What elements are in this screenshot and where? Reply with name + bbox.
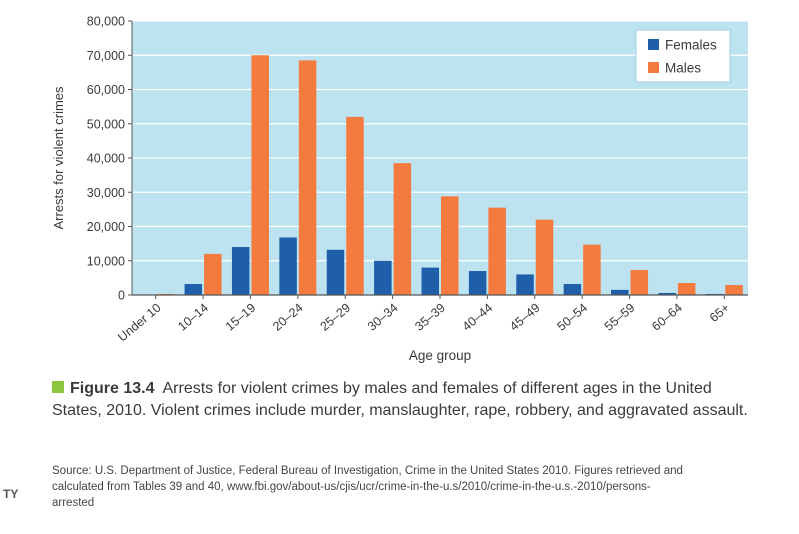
bar-males bbox=[677, 283, 696, 295]
bar-females bbox=[231, 247, 250, 295]
bar-females bbox=[516, 274, 534, 295]
bar-males bbox=[393, 163, 412, 295]
bar-males bbox=[630, 269, 649, 295]
x-tick-label: Under 10 bbox=[115, 301, 163, 345]
x-tick-label: 30–34 bbox=[365, 301, 401, 334]
bar-females bbox=[468, 271, 487, 295]
x-tick-label: 15–19 bbox=[223, 301, 259, 334]
y-tick-label: 40,000 bbox=[87, 152, 125, 166]
bar-females bbox=[326, 249, 345, 295]
legend-swatch-males bbox=[648, 62, 659, 73]
bar-females bbox=[279, 237, 297, 295]
x-tick-label: 40–44 bbox=[460, 301, 496, 334]
bar-females bbox=[374, 260, 392, 295]
bar-females bbox=[658, 292, 676, 295]
y-tick-label: 60,000 bbox=[87, 83, 125, 97]
bar-males bbox=[725, 285, 743, 295]
x-tick-label: 55–59 bbox=[602, 301, 638, 334]
legend-label-females: Females bbox=[665, 38, 717, 53]
x-tick-label: 65+ bbox=[707, 301, 732, 325]
figure-label: Figure 13.4 bbox=[70, 380, 155, 397]
y-tick-label: 0 bbox=[118, 289, 125, 303]
x-axis-title: Age group bbox=[409, 348, 471, 363]
x-tick-label: 50–54 bbox=[554, 301, 590, 334]
y-tick-label: 10,000 bbox=[87, 254, 125, 268]
figure-caption: Figure 13.4 Arrests for violent crimes b… bbox=[52, 378, 752, 422]
legend-label-males: Males bbox=[665, 61, 701, 76]
x-tick-label: 25–29 bbox=[318, 301, 354, 334]
bar-males bbox=[346, 116, 364, 296]
y-axis-title: Arrests for violent crimes bbox=[51, 86, 66, 230]
caption-text: Arrests for violent crimes by males and … bbox=[52, 380, 748, 419]
x-tick-label: 45–49 bbox=[507, 301, 543, 334]
bar-females bbox=[563, 284, 582, 295]
source-note: Source: U.S. Department of Justice, Fede… bbox=[52, 465, 683, 509]
bar-males bbox=[441, 196, 459, 295]
x-tick-label: 60–64 bbox=[649, 301, 685, 334]
legend-box bbox=[635, 29, 731, 83]
bar-males bbox=[535, 219, 554, 295]
bar-females bbox=[421, 267, 439, 295]
x-tick-label: 20–24 bbox=[270, 301, 306, 334]
caption-marker-icon bbox=[52, 381, 64, 393]
side-label: TY bbox=[3, 487, 19, 501]
y-tick-label: 20,000 bbox=[87, 220, 125, 234]
x-tick-label: 10–14 bbox=[175, 301, 211, 334]
x-tick-label: 35–39 bbox=[412, 301, 448, 334]
bar-males bbox=[488, 207, 506, 295]
y-tick-label: 50,000 bbox=[87, 117, 125, 131]
y-tick-label: 80,000 bbox=[87, 15, 125, 29]
bar-males bbox=[298, 60, 317, 296]
bar-males bbox=[251, 55, 269, 295]
bar-chart: 0 10,000 20,000 30,000 40,000 50,000 60,000 70,… bbox=[51, 15, 748, 363]
bar-females bbox=[611, 289, 629, 295]
bar-females bbox=[184, 284, 203, 295]
legend-swatch-females bbox=[648, 39, 659, 50]
bar-males bbox=[583, 244, 601, 295]
bar-males bbox=[204, 253, 222, 295]
y-tick-label: 70,000 bbox=[87, 49, 125, 63]
y-tick-label: 30,000 bbox=[87, 186, 125, 200]
